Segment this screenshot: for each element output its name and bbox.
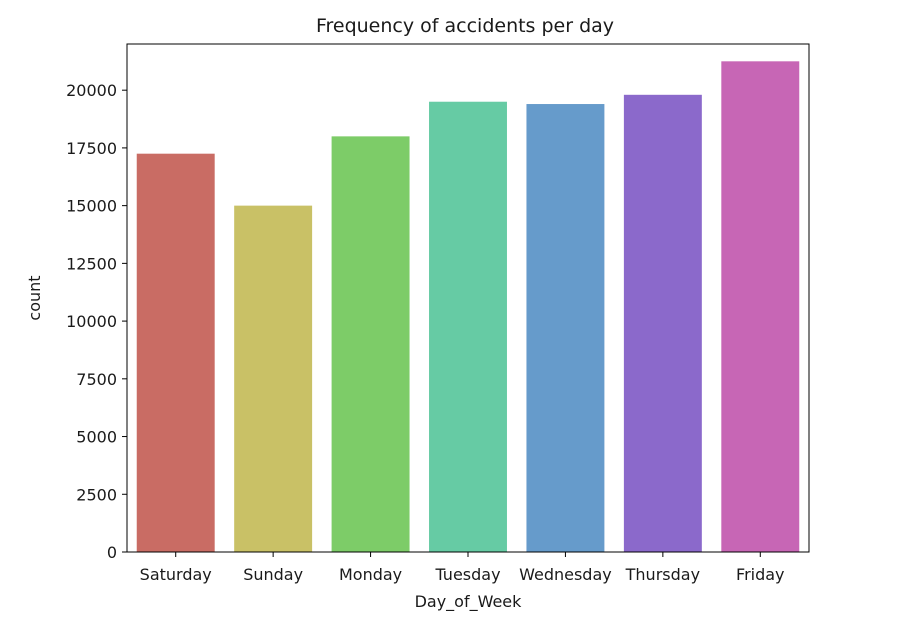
chart-title: Frequency of accidents per day xyxy=(316,15,614,37)
x-tick-label: Friday xyxy=(736,565,785,584)
bar-wednesday xyxy=(526,104,605,552)
bar-tuesday xyxy=(429,101,507,553)
y-tick-label: 17500 xyxy=(66,139,117,158)
y-tick-label: 10000 xyxy=(66,312,117,331)
bar-monday xyxy=(331,136,410,552)
y-axis: 0 2500 5000 7500 10000 12500 15000 17500 20000 xyxy=(66,81,127,562)
y-tick-label: 2500 xyxy=(76,485,117,504)
bar-thursday xyxy=(623,94,702,553)
x-axis-label: Day_of_Week xyxy=(415,592,523,612)
x-tick-label: Sunday xyxy=(243,565,303,584)
y-axis-label: count xyxy=(25,275,44,320)
x-axis: Saturday Sunday Monday Tuesday Wednesday Thur… xyxy=(140,552,785,584)
y-tick-label: 12500 xyxy=(66,254,117,273)
x-tick-label: Monday xyxy=(339,565,402,584)
bar-saturday xyxy=(136,153,215,552)
y-tick-label: 0 xyxy=(107,543,117,562)
x-tick-label: Wednesday xyxy=(519,565,612,584)
y-tick-label: 7500 xyxy=(76,370,117,389)
bars-group xyxy=(136,61,800,553)
x-tick-label: Tuesday xyxy=(434,565,500,584)
bar-friday xyxy=(721,61,800,553)
y-tick-label: 5000 xyxy=(76,428,117,447)
y-tick-label: 15000 xyxy=(66,197,117,216)
x-tick-label: Thursday xyxy=(625,565,700,584)
bar-sunday xyxy=(234,205,313,553)
y-tick-label: 20000 xyxy=(66,81,117,100)
x-tick-label: Saturday xyxy=(140,565,212,584)
